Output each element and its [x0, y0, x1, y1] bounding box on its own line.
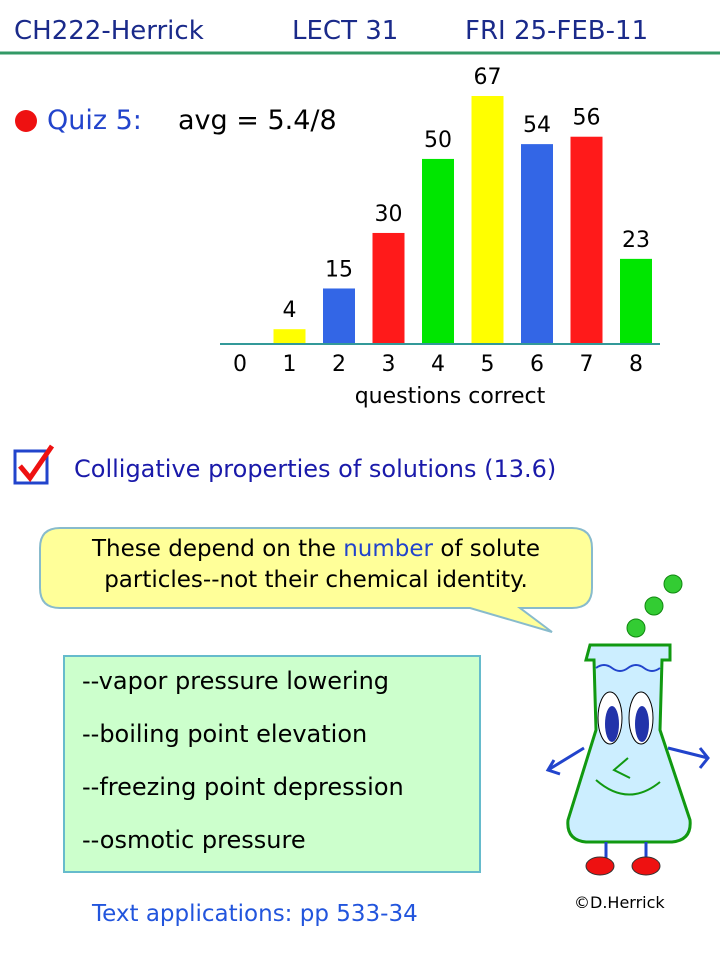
topic: Colligative properties of solutions (13.…: [74, 455, 557, 483]
property-item: --boiling point elevation: [82, 720, 368, 748]
bullet: [15, 110, 37, 132]
bubble-emphasis: number: [343, 536, 433, 562]
value-label: 4: [283, 298, 297, 323]
value-label: 15: [325, 257, 353, 282]
date: FRI 25-FEB-11: [465, 16, 649, 46]
value-label: 30: [375, 202, 403, 227]
check-mark: [18, 444, 55, 483]
value-label: 56: [573, 106, 601, 131]
value-label: 50: [424, 128, 452, 153]
course: CH222-Herrick: [14, 16, 204, 46]
x-tick-label: 0: [233, 352, 247, 377]
bar: [273, 329, 306, 344]
bar: [323, 288, 355, 344]
x-tick-label: 7: [580, 352, 594, 377]
quiz-average: avg = 5.4/8: [178, 105, 337, 136]
x-tick-label: 1: [283, 352, 297, 377]
x-tick-label: 8: [629, 352, 643, 377]
property-item: --freezing point depression: [82, 773, 404, 801]
flask-cartoon: [545, 574, 710, 876]
bubble-text: These depend on the: [92, 536, 336, 562]
bubble-line: These depend on the number of solute: [40, 538, 592, 561]
bubble-line: particles--not their chemical identity.: [104, 567, 528, 593]
bar: [570, 136, 603, 344]
bar: [620, 258, 652, 344]
speech-bubble: [39, 527, 593, 633]
quiz-label: Quiz 5:: [47, 105, 142, 136]
x-tick-label: 3: [382, 352, 396, 377]
property-box: [63, 655, 481, 873]
x-tick-label: 6: [530, 352, 544, 377]
value-label: 67: [474, 65, 502, 90]
x-tick-label: 4: [431, 352, 445, 377]
value-label: 54: [523, 113, 551, 138]
bar: [471, 96, 504, 344]
bubble-text: of solute: [440, 536, 540, 562]
bar: [372, 232, 405, 344]
lecture: LECT 31: [292, 16, 399, 46]
property-item: --vapor pressure lowering: [82, 667, 390, 695]
bar: [521, 144, 553, 344]
property-item: --osmotic pressure: [82, 826, 306, 854]
x-tick-label: 5: [481, 352, 495, 377]
x-axis-label: questions correct: [355, 384, 546, 409]
x-tick-label: 2: [332, 352, 346, 377]
credit: ©D.Herrick: [574, 893, 665, 912]
reference: Text applications: pp 533-34: [92, 901, 418, 927]
bar: [422, 158, 454, 344]
value-label: 23: [622, 228, 650, 253]
